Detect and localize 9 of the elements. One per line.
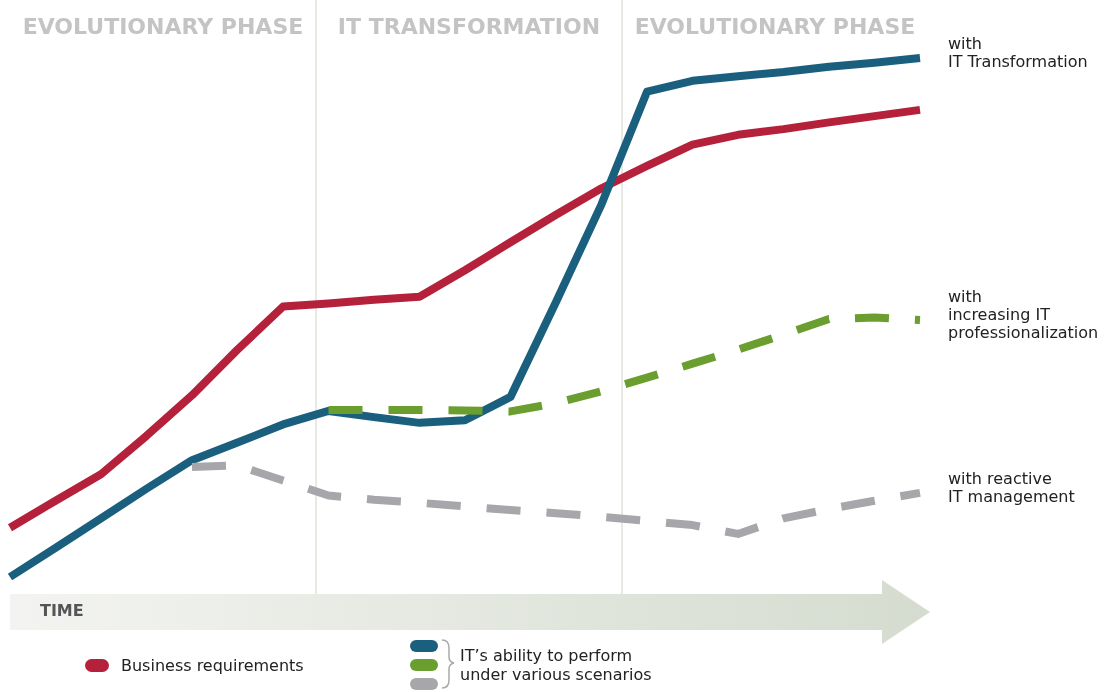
text: IT TRANSFORMATION bbox=[337, 14, 601, 39]
series-label: with IT Transformation bbox=[948, 34, 1088, 71]
text: EVOLUTIONARY PHASE bbox=[22, 14, 304, 39]
series-label: with reactive IT management bbox=[948, 468, 1075, 506]
text: EVOLUTIONARY PHASE bbox=[634, 14, 916, 39]
legend-title: IT’s ability to perform under various scenarios bbox=[460, 646, 652, 684]
series-label: with increasing IT professionalization bbox=[948, 287, 1099, 343]
legend-label: Business requirements bbox=[121, 656, 304, 675]
x-axis-title: TIME bbox=[40, 601, 84, 620]
